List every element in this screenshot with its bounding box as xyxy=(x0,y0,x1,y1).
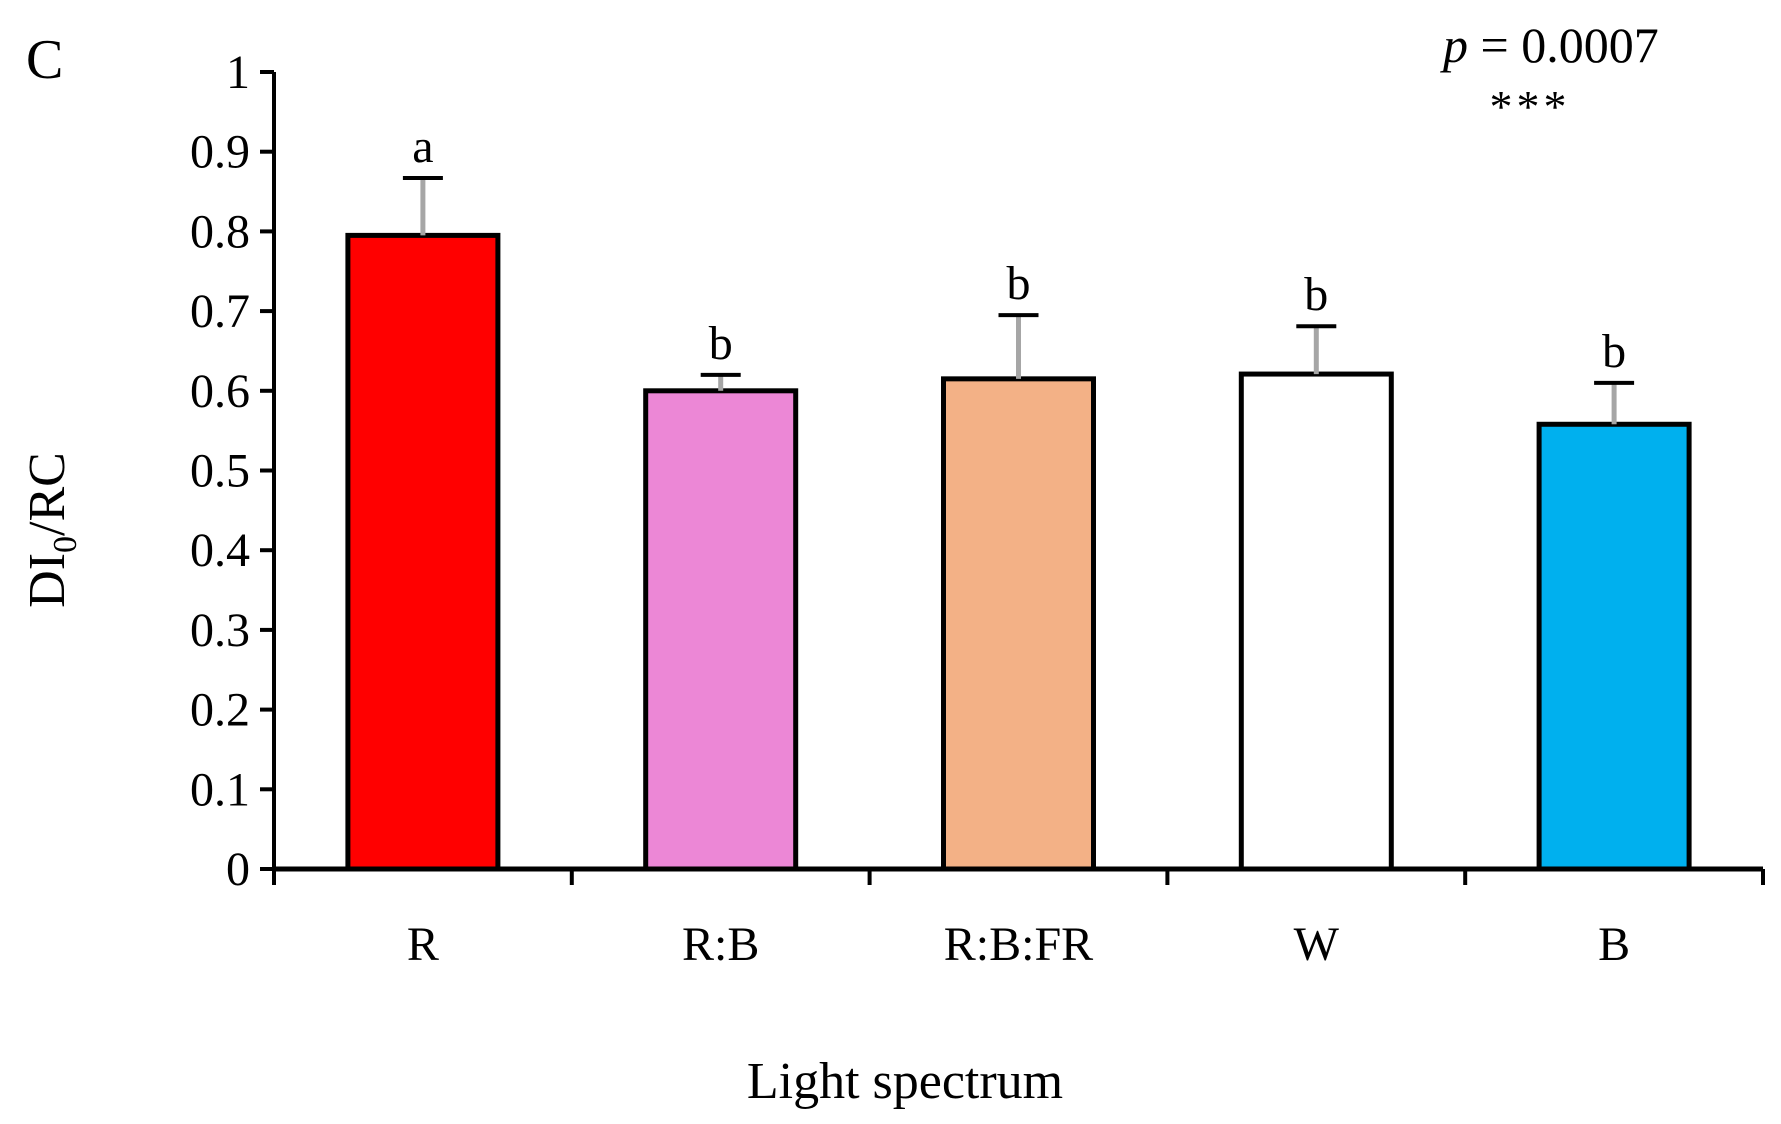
y-axis-title-main: DI xyxy=(19,553,76,608)
significance-letter: b xyxy=(1304,268,1328,321)
y-axis: 0 0.1 0.2 0.3 0.4 0.5 0.6 0.7 0.8 0.9 1 xyxy=(190,46,276,896)
y-tick-label: 0.6 xyxy=(190,365,250,418)
y-tick-label: 0.9 xyxy=(190,126,250,179)
category-label: R:B xyxy=(682,918,759,971)
y-tick-label: 1 xyxy=(226,46,250,99)
category-label: B xyxy=(1598,918,1630,971)
y-tick-label: 0.7 xyxy=(190,285,250,338)
category-label: R xyxy=(407,918,439,971)
y-tick-label: 0.8 xyxy=(190,205,250,258)
significance-letter: b xyxy=(1007,257,1031,310)
category-label: W xyxy=(1294,918,1340,971)
x-axis-title: Light spectrum xyxy=(747,1053,1063,1110)
panel-label: C xyxy=(26,29,63,91)
error-bars-group xyxy=(402,176,1635,425)
y-tick-label: 0.3 xyxy=(190,604,250,657)
y-tick-label: 0.1 xyxy=(190,763,250,816)
y-axis-title: DI0/RC xyxy=(19,452,84,608)
significance-letter: b xyxy=(709,317,733,370)
p-value-annotation: p = 0.0007 xyxy=(1440,17,1659,73)
y-axis-title-sub: 0 xyxy=(47,536,84,553)
y-tick-label: 0.4 xyxy=(190,524,250,577)
significance-letters-group: a b b b b xyxy=(412,120,1626,378)
bar-b xyxy=(1536,421,1692,872)
bar-r-b xyxy=(643,388,799,872)
bar-w xyxy=(1238,371,1394,872)
significance-letter: a xyxy=(412,120,433,173)
y-tick-label: 0.2 xyxy=(190,684,250,737)
y-tick-label: 0 xyxy=(226,843,250,896)
bar-r xyxy=(345,232,501,872)
p-symbol: p xyxy=(1440,17,1468,73)
significance-stars: *** xyxy=(1490,81,1571,132)
y-tick-label: 0.5 xyxy=(190,445,250,498)
category-labels-group: R R:B R:B:FR W B xyxy=(407,918,1630,971)
significance-letter: b xyxy=(1602,325,1626,378)
y-axis-title-rest: /RC xyxy=(19,452,76,536)
p-value-text: = 0.0007 xyxy=(1468,17,1659,73)
bar-r-b-fr xyxy=(941,376,1096,872)
category-label: R:B:FR xyxy=(944,918,1093,971)
